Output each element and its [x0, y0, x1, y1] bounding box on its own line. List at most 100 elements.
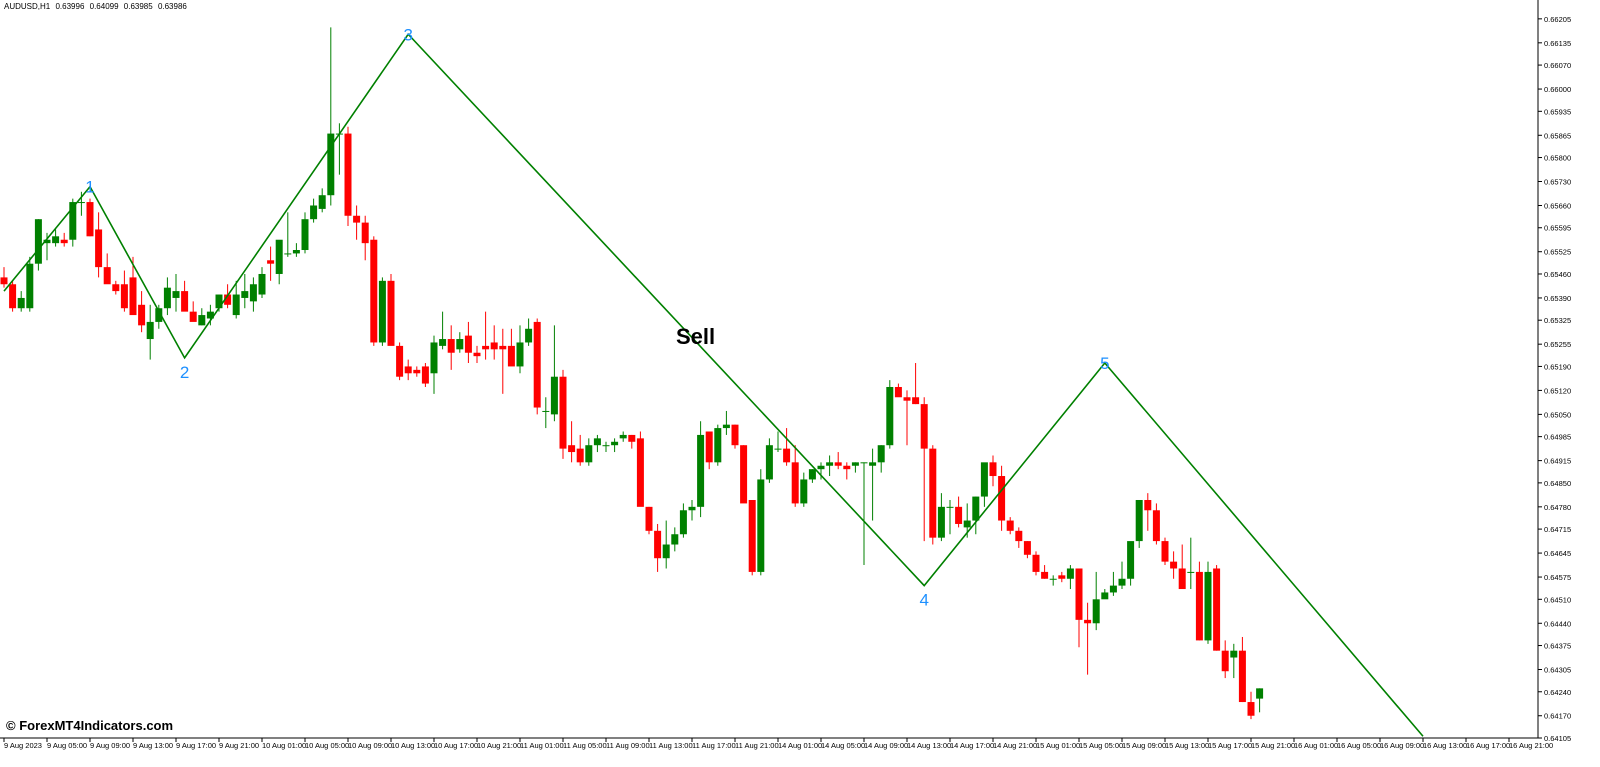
candle-body: [1204, 571, 1212, 641]
candle-body: [963, 520, 971, 528]
candle-body: [791, 462, 799, 504]
time-tick-label: 16 Aug 09:00: [1380, 741, 1424, 750]
candle: [834, 452, 842, 470]
candle: [241, 273, 249, 309]
candle: [912, 363, 920, 405]
candle-body: [757, 479, 765, 572]
price-tick-label: 0.65660: [1544, 201, 1571, 210]
candle: [447, 325, 455, 370]
candle: [1247, 691, 1255, 720]
candle: [1084, 602, 1092, 675]
candle-body: [430, 342, 438, 374]
time-tick-label: 10 Aug 05:00: [305, 741, 349, 750]
candle: [198, 308, 206, 326]
candle-body: [310, 205, 318, 220]
candle-body: [869, 462, 877, 466]
candle-body: [163, 287, 171, 309]
time-tick-label: 9 Aug 09:00: [90, 741, 130, 750]
candle: [43, 232, 51, 261]
candle-body: [249, 284, 257, 302]
candle: [817, 462, 825, 480]
time-tick-label: 11 Aug 13:00: [649, 741, 693, 750]
candle: [52, 229, 60, 247]
candle-body: [654, 530, 662, 559]
candle: [138, 291, 146, 333]
candle: [1221, 640, 1229, 679]
price-tick-label: 0.64105: [1544, 734, 1571, 743]
candle-body: [843, 465, 851, 470]
candle-body: [1144, 499, 1152, 511]
wave-label: 5: [1100, 354, 1109, 373]
price-tick-label: 0.65190: [1544, 362, 1571, 371]
candle: [550, 325, 558, 422]
price-tick-label: 0.64915: [1544, 457, 1571, 466]
time-tick-label: 9 Aug 13:00: [133, 741, 173, 750]
time-tick-label: 14 Aug 05:00: [821, 741, 865, 750]
candle: [361, 215, 369, 261]
candle-body: [920, 404, 928, 449]
time-tick-label: 10 Aug 17:00: [434, 741, 478, 750]
candle-body: [826, 462, 834, 466]
symbol-name: AUDUSD,H1: [4, 2, 51, 11]
candle-body: [877, 445, 885, 463]
time-tick-label: 15 Aug 13:00: [1165, 741, 1209, 750]
candle-body: [507, 345, 515, 367]
candle-body: [17, 297, 25, 309]
candle: [112, 280, 120, 295]
candle-body: [1041, 571, 1049, 579]
time-tick-label: 9 Aug 17:00: [176, 741, 216, 750]
candle: [0, 267, 8, 288]
candle: [783, 428, 791, 466]
candle-body: [378, 280, 386, 343]
candle-body: [370, 239, 378, 343]
time-tick-label: 14 Aug 13:00: [907, 741, 951, 750]
candle: [929, 445, 937, 545]
candle-body: [740, 445, 748, 504]
close-price: 0.63986: [157, 2, 187, 11]
candle: [998, 465, 1006, 531]
time-tick-label: 11 Aug 21:00: [735, 741, 779, 750]
price-tick-label: 0.64170: [1544, 712, 1571, 721]
candle-body: [327, 133, 335, 196]
candle-body: [1058, 575, 1066, 579]
candle: [1092, 571, 1100, 631]
time-tick-label: 11 Aug 09:00: [606, 741, 650, 750]
candle-body: [576, 448, 584, 463]
candle: [748, 499, 756, 576]
time-tick-label: 15 Aug 21:00: [1251, 741, 1295, 750]
candle: [800, 472, 808, 507]
candle: [585, 438, 593, 466]
time-tick-label: 14 Aug 17:00: [950, 741, 994, 750]
candle-body: [267, 260, 275, 264]
candle: [542, 397, 550, 429]
candle: [413, 366, 421, 377]
candle-body: [77, 202, 85, 204]
candle: [654, 523, 662, 572]
candle: [980, 462, 988, 507]
candle-body: [1006, 520, 1014, 531]
candle: [851, 462, 859, 473]
candle-body: [937, 506, 945, 538]
candle: [120, 270, 128, 312]
candle: [1101, 589, 1109, 600]
candle: [258, 267, 266, 298]
candle: [95, 212, 103, 278]
candle-body: [662, 544, 670, 559]
candle-body: [146, 321, 154, 340]
candle-body: [361, 222, 369, 244]
time-tick-label: 16 Aug 21:00: [1509, 741, 1553, 750]
candle-body: [800, 479, 808, 504]
price-tick-label: 0.64305: [1544, 666, 1571, 675]
candle: [456, 332, 464, 353]
price-tick-label: 0.64645: [1544, 549, 1571, 558]
candle: [765, 438, 773, 483]
time-tick-label: 16 Aug 13:00: [1423, 741, 1467, 750]
price-tick-label: 0.65460: [1544, 270, 1571, 279]
candle: [1230, 643, 1238, 679]
candle-body: [955, 506, 963, 524]
candle-body: [95, 229, 103, 268]
candle-body: [103, 267, 111, 285]
candle: [77, 191, 85, 216]
